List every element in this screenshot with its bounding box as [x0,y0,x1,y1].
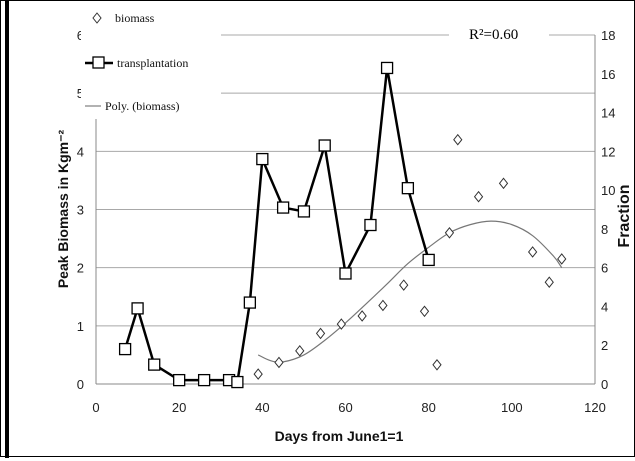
legend-transplantation-label: transplantation [117,56,188,70]
y-right-tick-label-4: 8 [601,222,608,237]
biomass-point-6 [378,299,388,312]
biomass-point-4 [336,318,346,330]
y-tick-label-4: 4 [77,144,84,159]
transplantation-point-0 [118,342,132,356]
trendline-curve [257,220,563,363]
annotation-background [449,21,549,45]
biomass-point-2 [295,345,305,357]
biomass-point-3 [315,327,326,340]
y-right-tick-label-6: 12 [601,144,615,159]
biomass-point-7 [399,279,409,291]
y-tick-label-2: 2 [77,261,84,276]
x-tick-label-3: 60 [338,400,352,415]
y-right-tick-label-2: 4 [601,299,608,314]
transplantation-point-15 [401,182,415,195]
transplantation-point-13 [364,218,377,232]
y-tick-label-6: 6 [77,28,84,43]
biomass-point-15 [544,276,554,289]
r-squared-annotation: R²=0.60 [469,27,518,43]
biomass-point-5 [357,310,367,322]
x-tick-label-4: 80 [421,400,435,415]
trendline-series [257,220,563,363]
transplantation-point-11 [318,139,331,152]
legend-biomass-marker [92,12,102,24]
x-tick-label-1: 20 [172,400,186,415]
x-tick-label-6: 120 [584,400,606,415]
transplantation-point-2 [148,358,161,371]
legend-transplantation-marker [92,56,105,69]
y-right-tick-labels: 0 2 4 6 8 10 12 14 16 18 [601,28,615,392]
y-right-tick-label-1: 2 [601,338,608,353]
transplantation-point-14 [380,61,394,75]
y-tick-label-5: 5 [77,86,84,101]
y-right-tick-label-5: 10 [601,183,615,198]
legend-biomass-label: biomass [115,11,155,25]
legend-poly-label: Poly. (biomass) [105,99,180,113]
transplantation-point-9 [276,201,290,214]
biomass-series [253,133,567,380]
y-right-tick-label-9: 18 [601,28,615,43]
transplantation-point-12 [339,267,352,280]
y-tick-label-0: 0 [77,377,84,392]
biomass-point-8 [419,305,430,318]
transplantation-point-7 [243,296,257,309]
transplantation-point-4 [197,373,211,387]
biomass-point-13 [498,177,509,190]
y-right-tick-label-7: 14 [601,106,615,121]
biomass-point-12 [473,190,484,203]
y-tick-label-3: 3 [77,203,84,218]
x-tick-labels: 0 20 40 60 80 100 120 [92,400,605,415]
biomass-point-10 [444,226,455,239]
biomass-point-0 [253,368,263,380]
transplantation-point-10 [297,205,311,218]
transplantation-point-1 [131,302,144,315]
y-tick-labels: 0 1 2 3 4 5 6 [77,28,84,392]
transplantation-series [118,61,435,389]
y-tick-label-1: 1 [77,319,84,334]
transplantation-point-6 [231,375,244,389]
y-right-axis-label: Fraction [616,184,633,247]
y-right-tick-label-3: 6 [601,261,608,276]
x-tick-label-0: 0 [92,400,99,415]
y-right-tick-label-0: 0 [601,377,608,392]
x-axis-label: Days from June1=1 [275,428,404,444]
y-axis-label: Peak Biomass in Kgm⁻² [55,129,71,288]
transplantation-point-16 [422,253,435,267]
transplantation-point-8 [256,152,269,166]
legend: biomass transplantation Poly. (biomass) [81,7,221,119]
biomass-point-11 [453,133,463,146]
biomass-point-14 [527,246,538,258]
transplantation-point-3 [173,373,186,387]
x-tick-label-2: 40 [255,400,269,415]
x-tick-label-5: 100 [501,400,523,415]
y-right-tick-label-8: 16 [601,67,615,82]
biomass-point-1 [274,356,284,369]
biomass-point-16 [557,253,567,265]
frame-left-bar [5,1,9,458]
biomass-point-9 [432,359,442,371]
